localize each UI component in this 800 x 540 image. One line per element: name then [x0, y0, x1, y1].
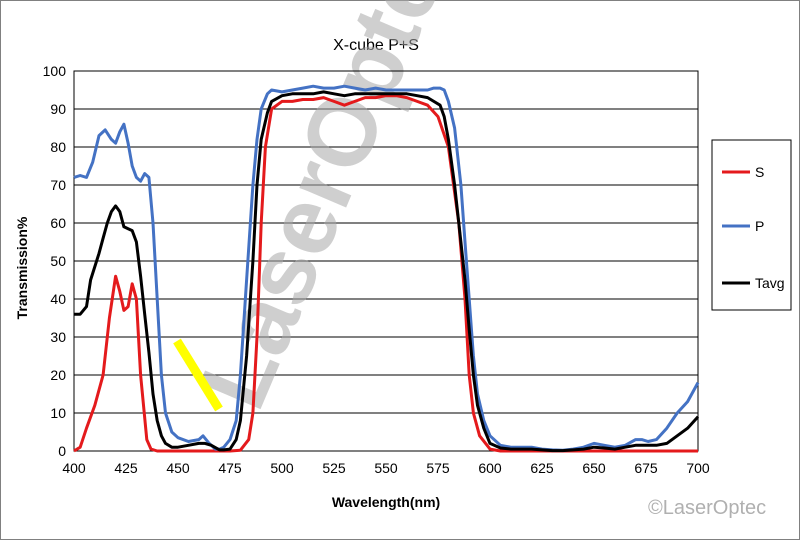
legend-label-p: P — [755, 218, 764, 234]
y-tick-label: 40 — [50, 291, 66, 307]
y-tick-label: 10 — [50, 405, 66, 421]
y-tick-label: 60 — [50, 215, 66, 231]
x-tick-label: 500 — [270, 460, 294, 476]
chart-title: X-cube P+S — [333, 37, 419, 54]
y-tick-labels: 0 10 20 30 40 50 60 70 80 90 100 — [43, 63, 67, 459]
y-tick-label: 50 — [50, 253, 66, 269]
y-tick-label: 80 — [50, 139, 66, 155]
x-tick-label: 625 — [530, 460, 554, 476]
y-tick-label: 0 — [58, 443, 66, 459]
x-tick-label: 525 — [322, 460, 346, 476]
x-tick-label: 675 — [634, 460, 658, 476]
legend-label-tavg: Tavg — [755, 275, 785, 291]
series-lines — [73, 84, 700, 453]
y-tick-label: 100 — [43, 63, 67, 79]
x-tick-label: 575 — [426, 460, 450, 476]
copyright-text: ©LaserOptec — [648, 497, 766, 519]
y-tick-label: 30 — [50, 329, 66, 345]
highlight-bar — [173, 338, 223, 412]
x-tick-label: 400 — [62, 460, 86, 476]
x-tick-label: 425 — [114, 460, 138, 476]
plot-area-border — [73, 70, 699, 452]
x-axis-label: Wavelength(nm) — [332, 494, 440, 510]
x-tick-label: 650 — [582, 460, 606, 476]
series-line-s — [73, 94, 698, 453]
x-tick-labels: 400 425 450 475 500 525 550 575 600 625 650 675 700 — [62, 460, 710, 476]
y-axis-label: Transmission% — [14, 216, 30, 319]
y-tick-label: 70 — [50, 177, 66, 193]
x-tick-label: 600 — [478, 460, 502, 476]
x-tick-label: 450 — [166, 460, 190, 476]
x-tick-label: 700 — [686, 460, 710, 476]
y-tick-label: 90 — [50, 101, 66, 117]
y-tick-label: 20 — [50, 367, 66, 383]
legend-label-s: S — [755, 164, 764, 180]
x-tick-label: 550 — [374, 460, 398, 476]
legend: S P Tavg — [722, 164, 785, 291]
watermark-text: LaserOptec — [179, 0, 484, 423]
x-tick-label: 475 — [218, 460, 242, 476]
series-line-tavg — [74, 90, 700, 453]
